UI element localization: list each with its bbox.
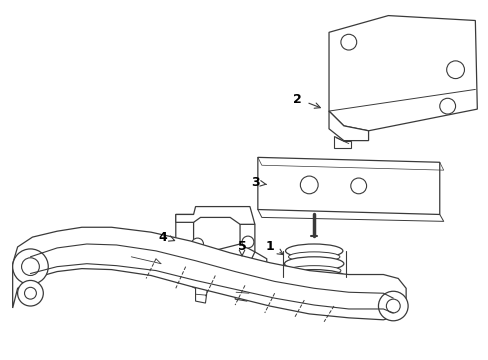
- Text: 2: 2: [292, 93, 301, 106]
- Polygon shape: [175, 215, 205, 288]
- Circle shape: [386, 299, 399, 313]
- Circle shape: [378, 291, 407, 321]
- Circle shape: [300, 176, 318, 194]
- Polygon shape: [195, 286, 207, 303]
- Circle shape: [439, 98, 455, 114]
- Circle shape: [191, 238, 203, 250]
- Text: 5: 5: [237, 240, 246, 253]
- Polygon shape: [328, 15, 476, 131]
- Polygon shape: [175, 207, 254, 224]
- Text: 3: 3: [251, 176, 260, 189]
- Circle shape: [340, 34, 356, 50]
- Ellipse shape: [284, 257, 343, 271]
- Text: 4: 4: [158, 231, 167, 244]
- Ellipse shape: [287, 266, 340, 275]
- Ellipse shape: [285, 278, 342, 287]
- Circle shape: [242, 236, 253, 248]
- Ellipse shape: [288, 252, 339, 262]
- Circle shape: [13, 249, 48, 284]
- Polygon shape: [257, 157, 439, 215]
- Text: 1: 1: [265, 240, 274, 253]
- Circle shape: [350, 178, 366, 194]
- Circle shape: [446, 61, 464, 78]
- Ellipse shape: [285, 244, 342, 258]
- Polygon shape: [235, 285, 249, 301]
- Polygon shape: [193, 244, 254, 288]
- Ellipse shape: [282, 270, 345, 285]
- Polygon shape: [333, 136, 350, 148]
- Polygon shape: [328, 111, 368, 141]
- Circle shape: [21, 258, 39, 275]
- Circle shape: [24, 287, 36, 299]
- Polygon shape: [240, 224, 266, 288]
- Polygon shape: [13, 227, 406, 320]
- Circle shape: [18, 280, 43, 306]
